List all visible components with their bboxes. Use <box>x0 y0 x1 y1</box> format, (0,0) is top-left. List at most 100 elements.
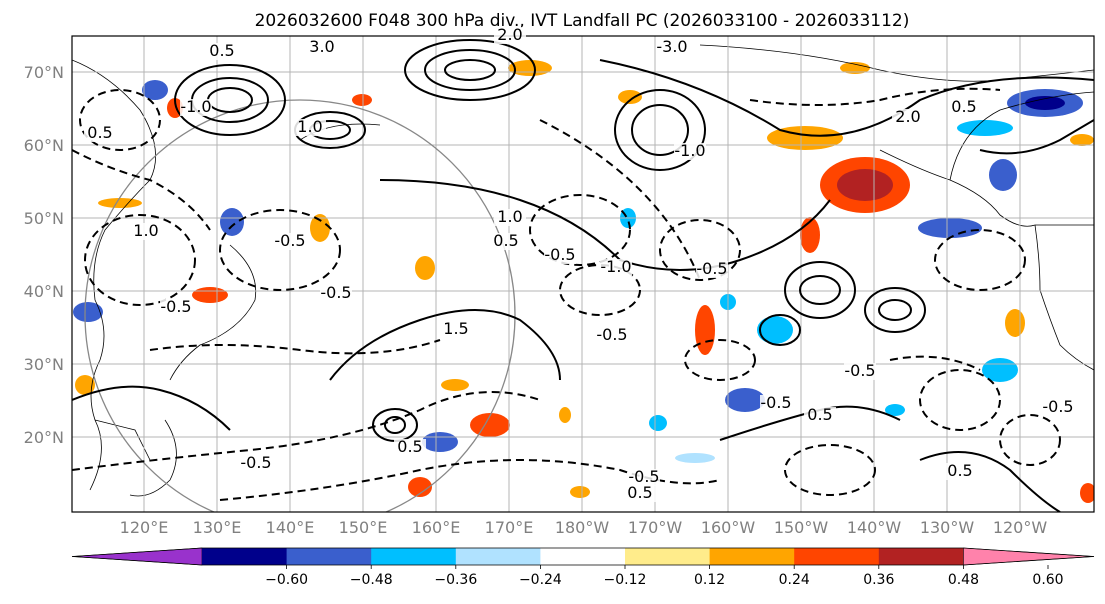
colorbar-tick-label: 0.48 <box>948 572 979 588</box>
map-background <box>72 36 1094 512</box>
contour-label-bg <box>160 299 192 316</box>
contour-label-bg <box>494 27 526 44</box>
contour-label: 2.0 <box>497 25 522 44</box>
map-gridlines <box>72 36 1094 512</box>
longitude-label: 150°W <box>774 518 829 537</box>
contour-label: 0.5 <box>87 123 112 142</box>
contour-label: 0.5 <box>947 461 972 480</box>
contour-label-bg <box>600 259 632 276</box>
colorbar-segment <box>455 548 541 565</box>
longitude-label: 120°W <box>993 518 1048 537</box>
contour-label-bg <box>544 247 576 264</box>
contour-label-bg <box>624 485 656 502</box>
longitude-label: 150°E <box>339 518 388 537</box>
contour-label: 0.5 <box>951 97 976 116</box>
contour-label: 1.5 <box>443 319 468 338</box>
contour-label: -0.5 <box>696 259 727 278</box>
contour-label: 1.0 <box>133 221 158 240</box>
contour-label-bg <box>294 119 326 136</box>
colorbar-tick-label: 0.24 <box>779 572 810 588</box>
contour-label: 0.5 <box>493 231 518 250</box>
contour-label: -1.0 <box>180 97 211 116</box>
contour-label: 0.5 <box>807 405 832 424</box>
contour-label-bg <box>306 39 338 56</box>
colorbar-tick-label: −0.36 <box>434 572 477 588</box>
longitude-label: 140°W <box>847 518 902 537</box>
colorbar-extend-high <box>963 547 1095 566</box>
colorbar-tick-label: −0.12 <box>604 572 647 588</box>
contour-label: 0.5 <box>627 483 652 502</box>
longitude-label: 160°E <box>412 518 461 537</box>
colorbar-segment <box>878 548 964 565</box>
latitude-label: 60°N <box>24 136 64 155</box>
contour-label: -1.0 <box>600 257 631 276</box>
longitude-label: 160°W <box>701 518 756 537</box>
positive-contours <box>72 39 1094 512</box>
contour-label: -0.5 <box>240 453 271 472</box>
contour-label: 2.0 <box>895 107 920 126</box>
map-panel <box>71 35 1095 513</box>
contour-label: -0.5 <box>320 283 351 302</box>
contour-label-bg <box>892 109 924 126</box>
colorbar-segment <box>286 548 372 565</box>
colorbar-outline <box>71 547 1095 566</box>
contour-label-bg <box>674 143 706 160</box>
colorbar: −0.60 −0.48 −0.36 −0.24 −0.12 0.12 0.24 0.36 0.4… <box>71 547 1095 588</box>
contour-label-bg <box>394 439 426 456</box>
contour-label-bg <box>274 233 306 250</box>
latitude-label: 70°N <box>24 63 64 82</box>
contour-label: -1.0 <box>674 141 705 160</box>
contour-label-bg <box>1042 399 1074 416</box>
contour-label: 1.0 <box>497 207 522 226</box>
latitude-label: 50°N <box>24 209 64 228</box>
colorbar-tick-label: −0.48 <box>350 572 393 588</box>
contour-label-bg <box>844 363 876 380</box>
colorbar-segment <box>202 548 288 565</box>
longitude-label: 130°E <box>193 518 242 537</box>
contour-label-bg <box>130 223 162 240</box>
contour-label-bg <box>206 43 238 60</box>
colorbar-segment <box>540 548 626 565</box>
contour-label: -0.5 <box>760 393 791 412</box>
colorbar-tick-label: −0.60 <box>265 572 308 588</box>
contour-label-bg <box>948 99 980 116</box>
latitude-label: 20°N <box>24 428 64 447</box>
contour-label: -0.5 <box>844 361 875 380</box>
contour-label-bg <box>628 469 660 486</box>
contour-label-bg <box>944 463 976 480</box>
contour-label-bg <box>760 395 792 412</box>
contour-label: 0.5 <box>397 437 422 456</box>
longitude-label: 120°E <box>120 518 169 537</box>
contour-label-bg <box>490 233 522 250</box>
colorbar-segment <box>371 548 457 565</box>
latitude-label: 40°N <box>24 282 64 301</box>
longitude-label: 170°W <box>628 518 683 537</box>
contour-label: -0.5 <box>274 231 305 250</box>
colorbar-extend-low <box>71 547 203 566</box>
contour-label: -0.5 <box>160 297 191 316</box>
contour-label: -0.5 <box>628 467 659 486</box>
contour-label-bg <box>320 285 352 302</box>
contour-label: 3.0 <box>309 37 334 56</box>
colorbar-segment <box>625 548 711 565</box>
contour-label: 0.5 <box>209 41 234 60</box>
latitude-label: 30°N <box>24 355 64 374</box>
contour-label-layer: 0.5 3.02.0-3.01.0-1.00.5-0.5-0.5-1.0 -0.5-… <box>84 25 1074 502</box>
longitude-label: 130°W <box>920 518 975 537</box>
negative-contours <box>72 87 1061 501</box>
contour-label: -3.0 <box>656 37 687 56</box>
landfall-region-circle <box>84 99 516 512</box>
coastlines <box>72 44 1094 497</box>
contour-label-bg <box>494 209 526 226</box>
longitude-label: 140°E <box>266 518 315 537</box>
map-title: 2026032600 F048 300 hPa div., IVT Landfa… <box>255 11 910 31</box>
longitude-label: 180°W <box>555 518 610 537</box>
longitude-label: 170°E <box>485 518 534 537</box>
latitude-labels: 70°N 60°N 50°N 40°N 30°N 20°N <box>24 63 64 447</box>
map-frame <box>71 35 1095 513</box>
colorbar-segment <box>709 548 795 565</box>
divergence-shading <box>73 60 1094 503</box>
contour-label: 1.0 <box>297 117 322 136</box>
contour-label: -0.5 <box>1042 397 1073 416</box>
